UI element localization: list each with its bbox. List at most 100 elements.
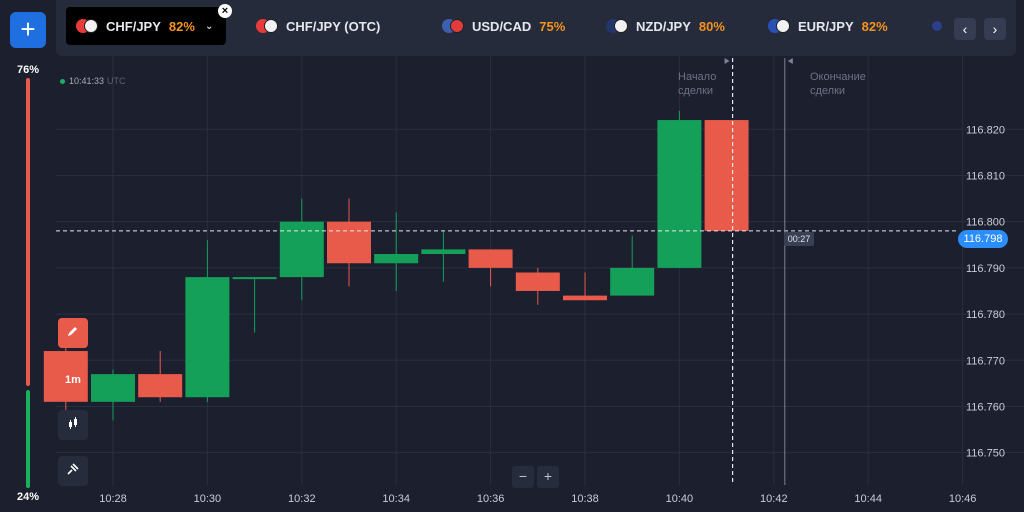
tab-label: CHF/JPY (OTC) [286, 18, 381, 34]
flag-icon-left [932, 21, 942, 31]
candles-layer [43, 110, 749, 435]
tab-payout: 80% [698, 18, 725, 34]
uk-flag-icon [932, 19, 942, 33]
tab-usd-cad[interactable]: USD/CAD 75% [442, 7, 565, 45]
trade-end-arrow-icon [787, 58, 793, 64]
y-tick-label: 116.800 [966, 217, 1005, 229]
candle-body [657, 120, 702, 268]
trade-start-label-line2: сделки [678, 85, 714, 97]
asset-tabs-bar: CHF/JPY 82% ⌄ × CHF/JPY (OTC) USD/CAD 75… [56, 0, 1016, 56]
y-tick-label: 116.760 [966, 401, 1005, 413]
up-sentiment-bar [26, 78, 30, 386]
flag-icon [442, 19, 464, 33]
trade-overlay [56, 58, 958, 485]
down-percent: 24% [16, 491, 40, 503]
add-chart-button[interactable]: + [10, 12, 46, 48]
x-tick-label: 10:40 [666, 493, 694, 505]
y-axis-ticks: 116.820 116.810 116.800 116.790 116.780 116.7… [966, 124, 1005, 459]
chart-type-button[interactable] [58, 410, 88, 440]
tab-payout: 75% [539, 18, 566, 34]
tab-gbp-partial[interactable] [932, 7, 950, 45]
candle-body [610, 267, 655, 296]
x-tick-label: 10:42 [760, 493, 788, 505]
tab-label: NZD/JPY [636, 18, 691, 34]
down-sentiment-bar [26, 390, 30, 488]
candle-body [563, 295, 607, 301]
x-tick-label: 10:38 [571, 493, 599, 505]
timeframe-button[interactable]: 1m [65, 374, 81, 386]
candle-body [468, 249, 513, 268]
zoom-out-button[interactable]: − [512, 466, 534, 488]
candle-body [232, 277, 277, 280]
tabs-next-button[interactable]: › [984, 18, 1006, 40]
live-dot-icon [60, 79, 65, 85]
trade-end-label-line2: сделки [810, 85, 846, 97]
x-tick-label: 10:34 [382, 493, 410, 505]
trade-start-arrow-icon [724, 58, 730, 64]
candle-body [374, 254, 419, 264]
tab-label: CHF/JPY [106, 18, 161, 34]
flag-icon-right [776, 19, 790, 33]
flag-icon [606, 19, 628, 33]
left-sidebar: + 76% 24% [0, 0, 56, 512]
y-tick-label: 116.790 [966, 263, 1005, 275]
y-tick-label: 116.810 [966, 170, 1005, 182]
trade-end-label: Окончание сделки [810, 70, 866, 98]
tab-chf-jpy[interactable]: CHF/JPY 82% ⌄ [66, 7, 226, 45]
close-icon[interactable]: × [218, 4, 232, 18]
y-tick-label: 116.820 [966, 124, 1005, 136]
zoom-in-button[interactable]: + [537, 466, 559, 488]
flag-icon [768, 19, 790, 33]
flag-icon [256, 19, 278, 33]
y-tick-label: 116.770 [966, 355, 1005, 367]
candle-body [138, 374, 183, 398]
tab-chf-jpy-otc[interactable]: CHF/JPY (OTC) [256, 7, 380, 45]
x-axis-ticks: 10:28 10:30 10:32 10:34 10:36 10:38 10:40 10:42… [99, 493, 976, 505]
x-tick-label: 10:36 [477, 493, 505, 505]
candle-body [43, 351, 88, 402]
chevron-down-icon[interactable]: ⌄ [204, 20, 214, 32]
tab-nzd-jpy[interactable]: NZD/JPY 80% [606, 7, 725, 45]
y-tick-label: 116.780 [966, 309, 1005, 321]
tabs-prev-button[interactable]: ‹ [954, 18, 976, 40]
draw-tool-button[interactable] [58, 318, 88, 348]
tab-eur-jpy[interactable]: EUR/JPY 82% [768, 7, 888, 45]
candles-icon [69, 417, 77, 429]
up-percent: 76% [16, 64, 40, 76]
x-tick-label: 10:44 [854, 493, 882, 505]
x-tick-label: 10:46 [949, 493, 977, 505]
trade-start-label: Начало сделки [678, 70, 716, 98]
x-tick-label: 10:32 [288, 493, 316, 505]
countdown-badge: 00:27 [784, 232, 814, 246]
candle-body [91, 374, 135, 402]
candle-body [421, 249, 466, 255]
tab-payout: 82% [168, 18, 195, 34]
flag-icon [76, 19, 98, 33]
tab-label: EUR/JPY [798, 18, 854, 34]
candle-body [327, 221, 371, 264]
chart-grid [56, 56, 1024, 485]
candle-body [704, 120, 749, 231]
server-time-zone: UTC [107, 76, 126, 86]
flag-icon-right [264, 19, 278, 33]
flag-icon-right [614, 19, 628, 33]
server-time: 10:41:33 UTC [60, 76, 126, 86]
tab-label: USD/CAD [472, 18, 532, 34]
indicators-button[interactable] [58, 456, 88, 486]
flag-icon-right [84, 19, 98, 33]
satellite-icon [67, 463, 79, 475]
tab-payout: 82% [861, 18, 888, 34]
server-time-value: 10:41:33 [69, 76, 105, 86]
candle-body [185, 277, 230, 398]
pencil-icon [68, 327, 77, 336]
candle-body [279, 221, 324, 278]
x-tick-label: 10:28 [99, 493, 127, 505]
current-price-badge: 116.798 [958, 230, 1008, 248]
trade-end-label-line1: Окончание [810, 71, 866, 83]
x-tick-label: 10:30 [194, 493, 222, 505]
y-tick-label: 116.750 [966, 448, 1005, 460]
flag-icon-right [450, 19, 464, 33]
candle-body [515, 272, 560, 291]
trade-start-label-line1: Начало [678, 71, 717, 83]
